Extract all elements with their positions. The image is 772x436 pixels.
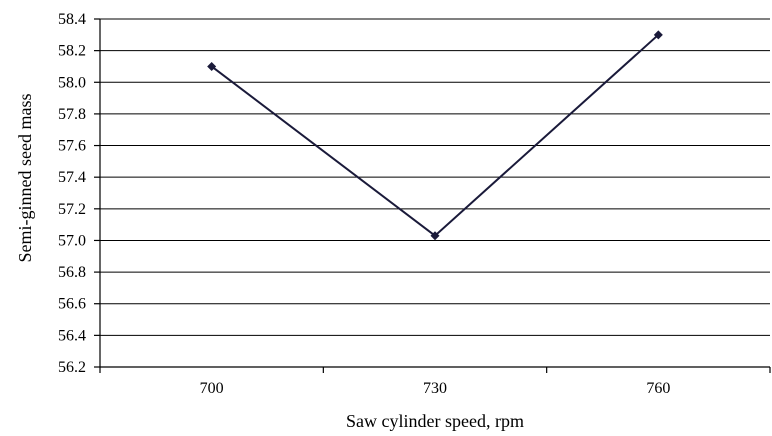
y-tick-label-6: 57.4 <box>58 169 86 186</box>
y-tick-label-10: 58.2 <box>58 43 86 60</box>
series <box>207 30 663 241</box>
y-tick-label-5: 57.2 <box>58 201 86 218</box>
x-axis-title: Saw cylinder speed, rpm <box>346 411 524 431</box>
y-tick-label-8: 57.8 <box>58 106 86 123</box>
x-tick-label-2: 760 <box>646 380 670 397</box>
y-axis-title: Semi-ginned seed mass <box>15 94 35 263</box>
y-tick-label-11: 58.4 <box>58 11 86 28</box>
x-tick-labels: 700 730 760 <box>200 380 671 397</box>
x-tick-label-0: 700 <box>200 380 224 397</box>
y-tick-label-2: 56.6 <box>58 296 86 313</box>
y-tick-label-1: 56.4 <box>58 327 86 344</box>
data-point-0-1 <box>430 231 440 241</box>
y-tick-labels: 56.2 56.4 56.6 56.8 57.0 57.2 57.4 57.6 57.8 58.0… <box>58 11 86 376</box>
x-tick-label-1: 730 <box>423 380 447 397</box>
y-tick-label-9: 58.0 <box>58 74 86 91</box>
y-tick-label-0: 56.2 <box>58 359 86 376</box>
series-line-0 <box>211 34 660 238</box>
data-point-0-0 <box>207 61 217 71</box>
y-tick-label-7: 57.6 <box>58 138 86 155</box>
y-tick-label-4: 57.0 <box>58 232 86 249</box>
axes <box>94 18 771 373</box>
data-point-0-2 <box>653 30 663 40</box>
y-tick-label-3: 56.8 <box>58 264 86 281</box>
gridlines <box>100 18 770 368</box>
